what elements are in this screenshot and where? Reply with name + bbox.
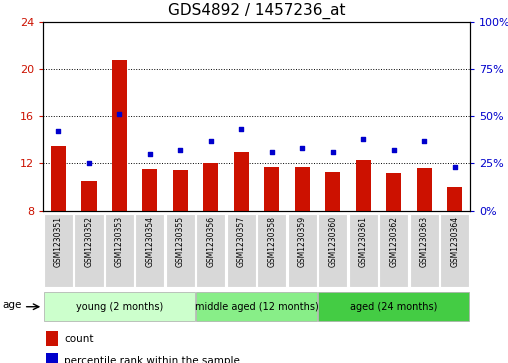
Bar <box>44 292 195 322</box>
Bar <box>386 173 401 211</box>
Text: GSM1230359: GSM1230359 <box>298 216 307 268</box>
Bar <box>105 214 134 287</box>
Text: GSM1230357: GSM1230357 <box>237 216 246 268</box>
Text: aged (24 months): aged (24 months) <box>350 302 437 312</box>
Bar <box>203 163 218 211</box>
Text: age: age <box>2 300 21 310</box>
Text: GSM1230354: GSM1230354 <box>145 216 154 268</box>
Point <box>176 147 184 153</box>
Bar <box>257 214 287 287</box>
Point <box>390 147 398 153</box>
Bar <box>81 181 97 211</box>
Text: GSM1230363: GSM1230363 <box>420 216 429 268</box>
Point <box>85 160 93 166</box>
Bar <box>112 60 127 211</box>
Title: GDS4892 / 1457236_at: GDS4892 / 1457236_at <box>168 3 345 19</box>
Bar <box>234 152 249 211</box>
Bar <box>409 214 439 287</box>
Text: GSM1230351: GSM1230351 <box>54 216 63 267</box>
Bar <box>135 214 165 287</box>
Bar <box>74 214 104 287</box>
Point <box>146 151 154 157</box>
Bar <box>440 214 469 287</box>
Bar <box>51 146 66 211</box>
Text: GSM1230356: GSM1230356 <box>206 216 215 268</box>
Text: young (2 months): young (2 months) <box>76 302 163 312</box>
Text: GSM1230352: GSM1230352 <box>84 216 93 267</box>
Bar <box>44 214 73 287</box>
Text: GSM1230361: GSM1230361 <box>359 216 368 267</box>
Bar <box>348 214 378 287</box>
Bar <box>227 214 256 287</box>
Point <box>420 138 428 144</box>
Point <box>329 149 337 155</box>
Bar <box>417 168 432 211</box>
Bar <box>196 214 226 287</box>
Point <box>298 145 306 151</box>
Text: GSM1230358: GSM1230358 <box>267 216 276 267</box>
Bar <box>356 160 371 211</box>
Point <box>359 136 367 142</box>
Text: percentile rank within the sample: percentile rank within the sample <box>64 356 240 363</box>
Text: count: count <box>64 334 93 344</box>
Bar <box>173 170 188 211</box>
Bar <box>318 214 347 287</box>
Text: GSM1230364: GSM1230364 <box>450 216 459 268</box>
Text: GSM1230360: GSM1230360 <box>328 216 337 268</box>
Bar <box>264 167 279 211</box>
Bar <box>196 292 317 322</box>
Bar <box>46 331 58 346</box>
Bar <box>142 169 157 211</box>
Point <box>115 111 123 117</box>
Bar <box>318 292 469 322</box>
Point <box>54 129 62 134</box>
Point <box>207 138 215 144</box>
Text: middle aged (12 months): middle aged (12 months) <box>195 302 319 312</box>
Bar <box>295 167 310 211</box>
Text: GSM1230353: GSM1230353 <box>115 216 124 268</box>
Bar <box>46 353 58 363</box>
Point <box>268 149 276 155</box>
Point <box>451 164 459 170</box>
Point <box>237 126 245 132</box>
Bar <box>325 172 340 211</box>
Bar <box>288 214 317 287</box>
Bar <box>166 214 195 287</box>
Bar <box>447 187 462 211</box>
Text: GSM1230362: GSM1230362 <box>389 216 398 267</box>
Text: GSM1230355: GSM1230355 <box>176 216 185 268</box>
Bar <box>379 214 408 287</box>
